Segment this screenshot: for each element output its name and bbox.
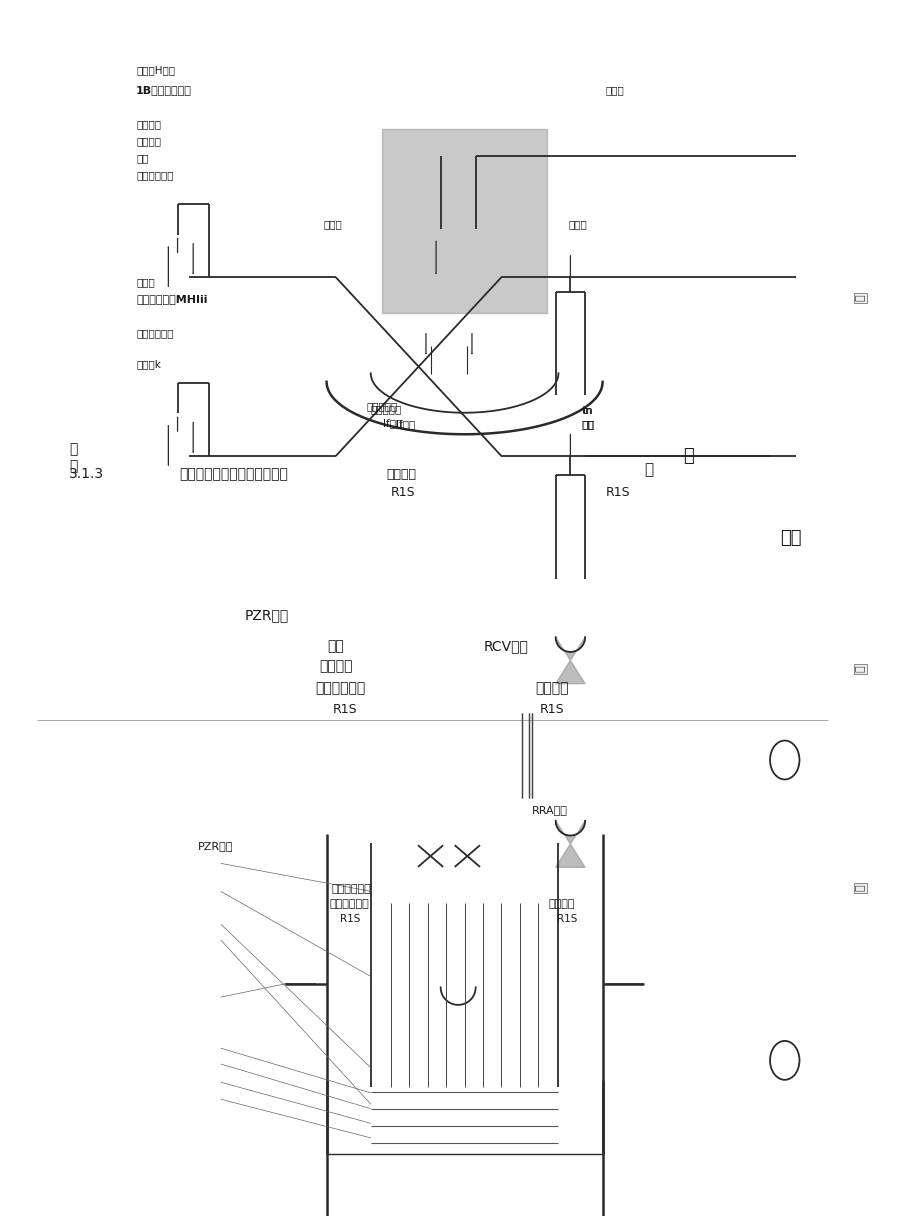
Text: （冷端注: （冷端注: [319, 659, 352, 674]
Text: 入）: 入）: [327, 640, 344, 654]
Text: 堆芯上栅格板: 堆芯上栅格板: [136, 170, 174, 180]
Text: 3.1.3: 3.1.3: [69, 467, 104, 482]
Polygon shape: [555, 637, 584, 683]
Text: R1S: R1S: [556, 914, 576, 924]
Text: 画图标出压力容器的内部结构: 画图标出压力容器的内部结构: [179, 467, 288, 482]
Text: R1S: R1S: [340, 914, 360, 924]
Text: 答
：: 答 ：: [69, 443, 77, 473]
Polygon shape: [555, 821, 584, 867]
Text: RRA出口: RRA出口: [531, 805, 567, 815]
Text: 定位: 定位: [581, 420, 594, 429]
Text: 压力说顶山: 压力说顶山: [366, 401, 397, 411]
Text: R1S: R1S: [333, 703, 357, 716]
Text: 卜筒堆内构件MHIii: 卜筒堆内构件MHIii: [136, 294, 208, 304]
Text: 高: 高: [855, 665, 864, 672]
Text: 压力売: 压力売: [605, 85, 623, 95]
Text: RCV上充: RCV上充: [483, 640, 528, 654]
Text: （冷端注入）: （冷端注入）: [331, 884, 370, 894]
Text: 中压安注: 中压安注: [548, 899, 574, 908]
Text: 出水口: 出水口: [568, 219, 586, 229]
Text: 热层: 热层: [136, 153, 149, 163]
Text: 增芯卜H格板: 增芯卜H格板: [136, 66, 175, 75]
Text: 高、低压安注: 高、低压安注: [315, 681, 365, 696]
Text: 导向竹支承板: 导向竹支承板: [136, 328, 174, 338]
Text: 堆芯: 堆芯: [779, 529, 801, 547]
Text: tn: tn: [581, 406, 592, 416]
Text: tn: tn: [582, 406, 593, 416]
Text: If气孔: If气孔: [382, 418, 402, 428]
Text: R1S: R1S: [606, 486, 630, 500]
Text: R1S: R1S: [391, 486, 414, 500]
Text: 高: 高: [855, 884, 864, 891]
Text: 低压安注: 低压安注: [386, 468, 415, 482]
Text: 堆芯幅板: 堆芯幅板: [136, 119, 161, 129]
Text: 高、低压安注: 高、低压安注: [329, 899, 369, 908]
Text: If气孔: If气孔: [395, 420, 414, 429]
Text: 遥控装k: 遥控装k: [136, 359, 161, 368]
Text: R1S: R1S: [539, 703, 563, 716]
Text: 高: 高: [855, 294, 864, 302]
Text: 进水口: 进水口: [323, 219, 342, 229]
Text: PZR喷淋: PZR喷淋: [198, 841, 233, 851]
Text: 注: 注: [682, 447, 693, 466]
Text: 堆芯围板: 堆芯围板: [136, 136, 161, 146]
Text: 压力说顶山: 压力说顶山: [370, 404, 402, 413]
Text: 、: 、: [643, 462, 652, 477]
Text: 中压安注: 中压安注: [535, 681, 568, 696]
Text: PZR喷淋: PZR喷淋: [244, 608, 289, 623]
Text: 支承柱: 支承柱: [136, 277, 154, 287]
Text: 定位: 定位: [582, 420, 595, 429]
Text: 1B籍样品支承件: 1B籍样品支承件: [136, 85, 192, 95]
